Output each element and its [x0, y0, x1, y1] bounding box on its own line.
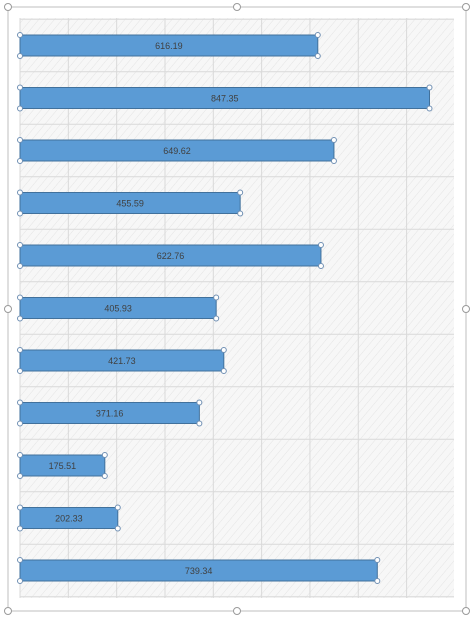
bar-selection-handle[interactable] [220, 347, 227, 353]
bar-group[interactable]: 421.73 [17, 347, 227, 374]
bar-group[interactable]: 455.59 [17, 189, 244, 217]
chart-resize-handle[interactable] [462, 607, 470, 615]
data-label: 847.35 [211, 94, 239, 104]
bar-selection-handle[interactable] [17, 473, 23, 479]
bars[interactable]: 616.19 847.35 649.62 455.59 622.76 405.93 421.… [17, 32, 433, 584]
bar-selection-handle[interactable] [17, 210, 23, 217]
bar-selection-handle[interactable] [213, 294, 220, 301]
bar-selection-handle[interactable] [426, 105, 433, 112]
bar-group[interactable]: 622.76 [17, 242, 324, 269]
bar-selection-handle[interactable] [314, 53, 321, 59]
bar-selection-handle[interactable] [17, 84, 23, 91]
bar-group[interactable]: 649.62 [17, 137, 337, 164]
plot-area [20, 18, 454, 598]
chart-resize-handle[interactable] [233, 3, 241, 11]
bar-selection-handle[interactable] [17, 189, 23, 196]
bar-selection-handle[interactable] [196, 420, 203, 427]
bar-selection-handle[interactable] [330, 158, 337, 164]
selection-handles[interactable] [4, 3, 470, 615]
bar-group[interactable]: 175.51 [17, 452, 108, 479]
chart-resize-handle[interactable] [233, 607, 241, 615]
chart-resize-handle[interactable] [4, 607, 12, 615]
bar[interactable] [19, 34, 319, 57]
data-label: 616.19 [155, 41, 183, 51]
bar-selection-handle[interactable] [114, 525, 121, 532]
bar-selection-handle[interactable] [17, 137, 23, 143]
bar-selection-handle[interactable] [17, 420, 23, 427]
bar[interactable] [19, 87, 430, 109]
bar[interactable] [19, 297, 217, 319]
chart-resize-handle[interactable] [4, 305, 12, 313]
bar-selection-handle[interactable] [426, 84, 433, 91]
bar-group[interactable]: 405.93 [17, 294, 220, 322]
bar-selection-handle[interactable] [213, 315, 220, 322]
bar[interactable] [19, 244, 322, 267]
bar-selection-handle[interactable] [17, 158, 23, 164]
bar[interactable] [19, 454, 106, 477]
bar-selection-handle[interactable] [374, 578, 381, 584]
bar-selection-handle[interactable] [317, 242, 324, 248]
bar-selection-handle[interactable] [17, 399, 23, 406]
chart-resize-handle[interactable] [462, 3, 470, 11]
bar[interactable] [19, 192, 241, 214]
bar-selection-handle[interactable] [237, 210, 244, 217]
bar-selection-handle[interactable] [17, 504, 23, 511]
data-label: 202.33 [55, 514, 83, 524]
data-label: 175.51 [49, 461, 77, 471]
bar-selection-handle[interactable] [17, 525, 23, 532]
bar-selection-handle[interactable] [17, 53, 23, 59]
bar-selection-handle[interactable] [114, 504, 121, 511]
bar-selection-handle[interactable] [17, 294, 23, 301]
bar-selection-handle[interactable] [17, 452, 23, 458]
bar-selection-handle[interactable] [17, 368, 23, 374]
bar[interactable] [19, 349, 225, 372]
bar-selection-handle[interactable] [101, 473, 108, 479]
bar-selection-handle[interactable] [237, 189, 244, 196]
chart-resize-handle[interactable] [462, 305, 470, 313]
bar-selection-handle[interactable] [17, 578, 23, 584]
chart-resize-handle[interactable] [4, 3, 12, 11]
bar-selection-handle[interactable] [196, 399, 203, 406]
bar-selection-handle[interactable] [374, 557, 381, 563]
bar-selection-handle[interactable] [17, 557, 23, 563]
bar-group[interactable]: 739.34 [17, 557, 381, 584]
bar-selection-handle[interactable] [317, 263, 324, 269]
bar-selection-handle[interactable] [101, 452, 108, 458]
data-label: 739.34 [185, 566, 213, 576]
bar-selection-handle[interactable] [314, 32, 321, 38]
data-label: 371.16 [96, 409, 124, 419]
bar-selection-handle[interactable] [17, 32, 23, 38]
bar-selection-handle[interactable] [17, 242, 23, 248]
bar-group[interactable]: 616.19 [17, 32, 321, 59]
bar-selection-handle[interactable] [220, 368, 227, 374]
bar-selection-handle[interactable] [17, 315, 23, 322]
bar-selection-handle[interactable] [330, 137, 337, 143]
data-label: 405.93 [104, 304, 132, 314]
bar[interactable] [19, 507, 119, 529]
bar-selection-handle[interactable] [17, 105, 23, 112]
bar-group[interactable]: 202.33 [17, 504, 121, 532]
data-label: 649.62 [163, 146, 191, 156]
bar[interactable] [19, 559, 378, 582]
data-label: 622.76 [157, 251, 185, 261]
data-label: 455.59 [116, 199, 144, 209]
bar[interactable] [19, 139, 335, 162]
bar-selection-handle[interactable] [17, 263, 23, 269]
bar-group[interactable]: 371.16 [17, 399, 203, 427]
bar[interactable] [19, 402, 200, 424]
bar-group[interactable]: 847.35 [17, 84, 433, 112]
bar-selection-handle[interactable] [17, 347, 23, 353]
data-label: 421.73 [108, 356, 136, 366]
